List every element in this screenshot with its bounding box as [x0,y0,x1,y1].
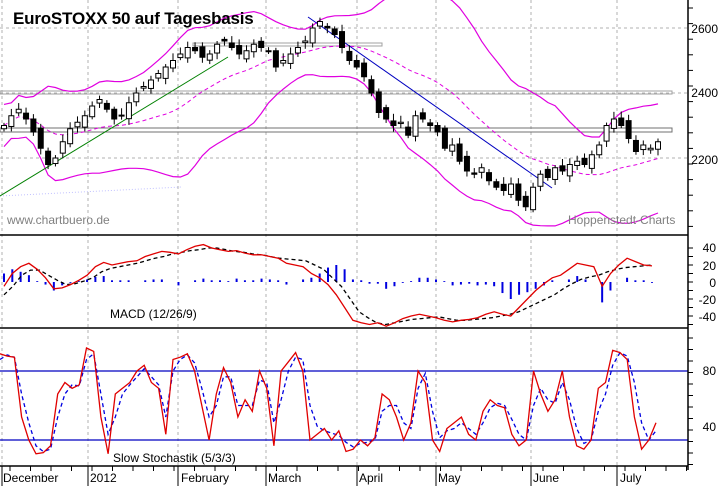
x-label-july: July [620,471,642,485]
x-label-march: March [268,471,302,485]
stochastic-panel [0,347,688,455]
x-label-2012: 2012 [90,471,117,485]
price-tick-2200: 2200 [691,153,718,167]
macd-tick-40: 40 [702,241,716,255]
grid-lines [0,0,688,466]
chart-frame [0,0,693,486]
watermark-left: www.chartbuero.de [7,213,110,227]
watermark-right: Hoppenstedt-Charts [568,213,676,227]
candlesticks [1,17,661,213]
x-label-february: February [181,471,230,485]
price-overlays [0,0,673,227]
macd-tick-20: 20 [702,259,716,273]
stoch-tick-80: 80 [702,364,716,378]
macd-tick-neg40: -40 [698,310,716,324]
x-label-june: June [533,471,560,485]
stoch-tick-40: 40 [702,420,716,434]
price-tick-2600: 2600 [691,22,718,36]
x-label-december: December [3,471,59,485]
x-label-april: April [359,471,384,485]
macd-label: MACD (12/26/9) [110,307,197,321]
x-label-may: May [438,471,461,485]
chart-title: EuroSTOXX 50 auf Tagesbasis [13,9,254,28]
macd-panel [3,243,653,327]
stochastic-label: Slow Stochastik (5/3/3) [113,451,236,465]
price-tick-2400: 2400 [691,86,718,100]
macd-tick-neg20: -20 [698,293,716,307]
macd-tick-0: 0 [709,276,716,290]
